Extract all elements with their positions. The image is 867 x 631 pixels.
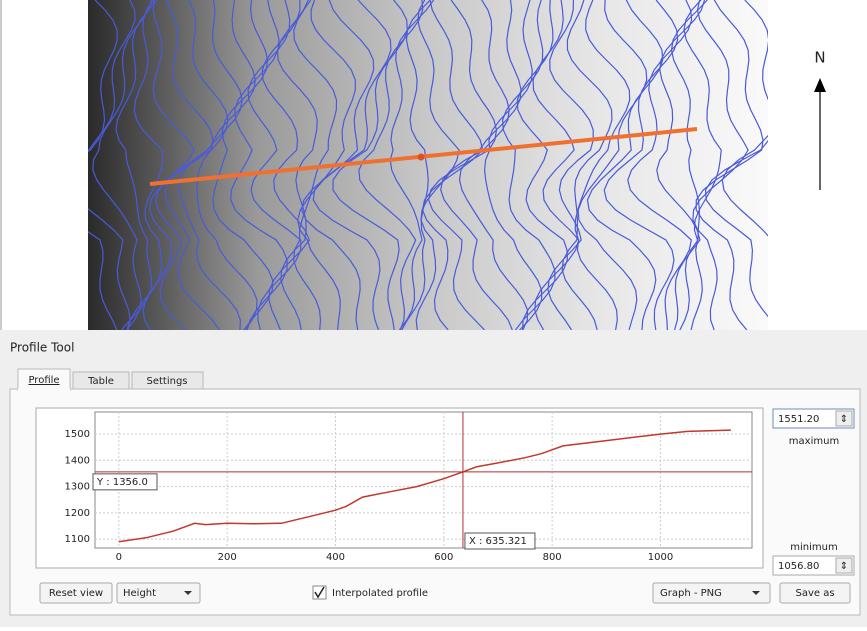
y-tick-label: 1100 (65, 534, 90, 545)
y-tick-label: 1300 (65, 482, 90, 493)
x-tick-label: 600 (434, 552, 453, 563)
y-tick-label: 1400 (65, 455, 90, 466)
tab-label: Settings (146, 376, 187, 387)
north-label: N (814, 49, 825, 67)
tab-label: Profile (28, 375, 59, 386)
panel-title: Profile Tool (10, 341, 74, 355)
combo-label: Graph - PNG (660, 588, 722, 599)
tab-label: Table (87, 376, 114, 387)
plot-area (95, 412, 752, 548)
screen: N Profile Tool Profile Table Settings 0 2… (0, 0, 867, 627)
spin-glyph: ⇕ (840, 561, 848, 572)
max-value: 1551.20 (778, 414, 819, 425)
x-tick-label: 800 (543, 552, 562, 563)
combo-label: Height (123, 588, 156, 599)
max-label: maximum (789, 436, 839, 447)
profile-cursor (418, 154, 425, 161)
y-readout: Y : 1356.0 (96, 477, 148, 488)
spin-glyph: ⇕ (840, 414, 848, 425)
x-readout: X : 635.321 (469, 536, 527, 547)
tab-join (18, 388, 70, 391)
contour-map (43, 0, 796, 330)
checkbox-label: Interpolated profile (332, 588, 428, 599)
y-tick-label: 1500 (65, 429, 90, 440)
button-label: Reset view (49, 588, 103, 599)
min-label: minimum (790, 542, 837, 553)
page: {"map": {"north_label": "N"}, "panel": {… (0, 0, 867, 627)
y-tick-label: 1200 (65, 508, 90, 519)
x-tick-label: 400 (326, 552, 345, 563)
button-label: Save as (795, 588, 834, 599)
x-tick-label: 200 (218, 552, 237, 563)
x-tick-label: 1000 (648, 552, 673, 563)
x-tick-label: 0 (116, 552, 122, 563)
min-value: 1056.80 (778, 561, 819, 572)
